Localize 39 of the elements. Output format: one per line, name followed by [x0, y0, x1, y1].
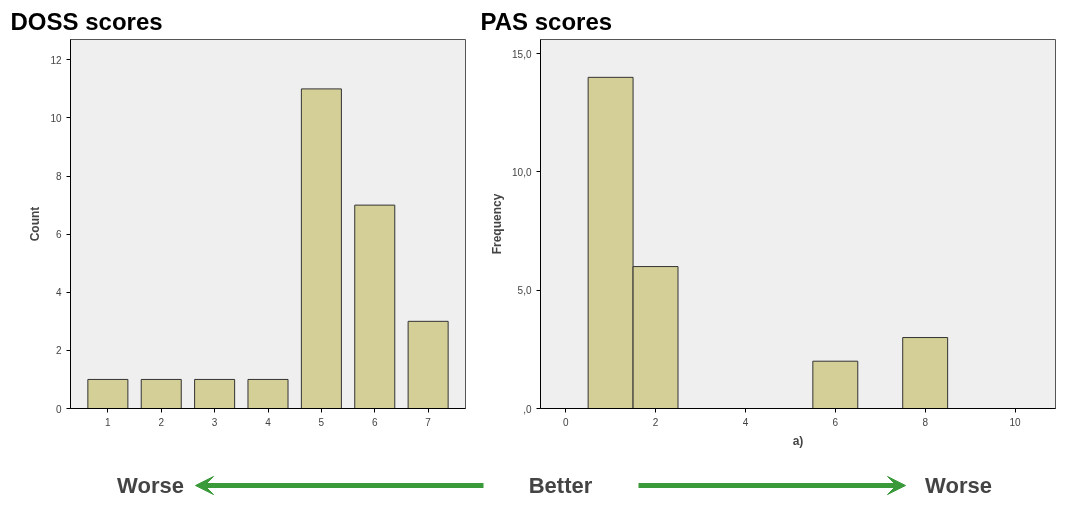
y-tick-label: 10	[50, 112, 62, 124]
y-tick-label: ,0	[523, 403, 532, 415]
y-tick-label: 4	[55, 287, 62, 299]
y-tick-label: 10,0	[512, 166, 532, 178]
x-tick-label: 4	[265, 416, 272, 428]
y-tick-label: 12	[50, 54, 62, 66]
bar	[247, 378, 289, 409]
y-tick-label: 6	[55, 229, 62, 241]
y-axis-title: Frequency	[490, 193, 505, 255]
x-tick-label: 6	[832, 416, 839, 428]
y-tick-label: 0	[55, 403, 62, 415]
bar	[87, 378, 129, 409]
chart-title: DOSS scores	[10, 7, 163, 35]
y-tick-label: 5,0	[517, 285, 532, 297]
x-tick-label: 3	[211, 416, 218, 428]
text: Worse	[117, 473, 184, 498]
bar	[194, 378, 236, 409]
y-tick-label: 15,0	[512, 48, 532, 60]
y-tick-label: 8	[55, 171, 62, 183]
x-tick-label: 10	[1009, 416, 1022, 428]
text: Worse	[925, 473, 992, 498]
x-tick-label: 1	[105, 416, 112, 428]
y-axis-title: Count	[28, 206, 43, 242]
x-tick-label: 7	[425, 416, 432, 428]
x-tick-label: 6	[371, 416, 378, 428]
x-tick-label: 2	[158, 416, 165, 428]
bar	[407, 320, 449, 409]
bar	[354, 204, 396, 409]
x-tick-label: 5	[318, 416, 325, 428]
x-tick-label: 0	[562, 416, 569, 428]
y-tick-label: 2	[55, 345, 62, 357]
x-tick-label: 8	[922, 416, 929, 428]
bar	[140, 378, 182, 409]
text: Better	[528, 473, 593, 498]
x-tick-label: 2	[652, 416, 659, 428]
chart-title: PAS scores	[480, 7, 613, 35]
x-axis-title: a)	[792, 433, 804, 448]
bar	[300, 88, 342, 409]
x-tick-label: 4	[742, 416, 749, 428]
